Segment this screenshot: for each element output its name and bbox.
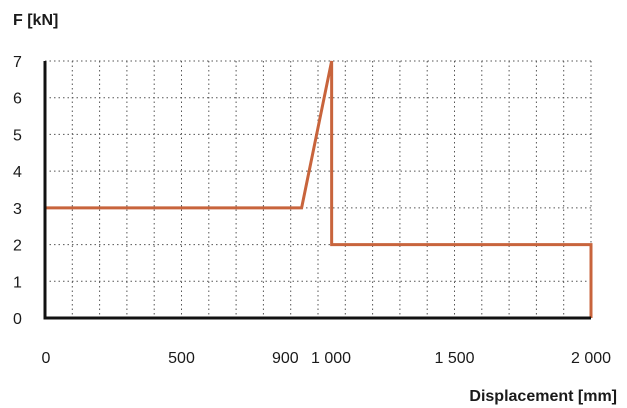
x-tick-label: 2 000 <box>571 350 611 367</box>
x-tick-label: 900 <box>272 350 299 367</box>
y-tick-label: 6 <box>13 91 22 108</box>
x-tick-label: 500 <box>168 350 195 367</box>
axes <box>43 61 591 320</box>
y-axis-title: F [kN] <box>13 12 58 29</box>
y-tick-label: 0 <box>13 311 22 328</box>
x-axis-title: Displacement [mm] <box>469 388 617 405</box>
series-line-0 <box>45 60 593 318</box>
y-tick-label: 4 <box>13 164 22 181</box>
x-tick-label: 1 500 <box>434 350 474 367</box>
y-tick-label: 7 <box>13 54 22 71</box>
y-tick-label: 2 <box>13 238 22 255</box>
x-tick-label: 1 000 <box>311 350 351 367</box>
y-tick-label: 3 <box>13 201 22 218</box>
y-tick-label: 1 <box>13 274 22 291</box>
x-tick-label: 0 <box>42 350 51 367</box>
y-tick-label: 5 <box>13 127 22 144</box>
series-layer <box>45 60 593 318</box>
grid <box>45 60 592 318</box>
tick-labels: 0 1 2 3 4 5 6 7 0 500 900 1 000 1 500 2 000 <box>13 54 611 367</box>
